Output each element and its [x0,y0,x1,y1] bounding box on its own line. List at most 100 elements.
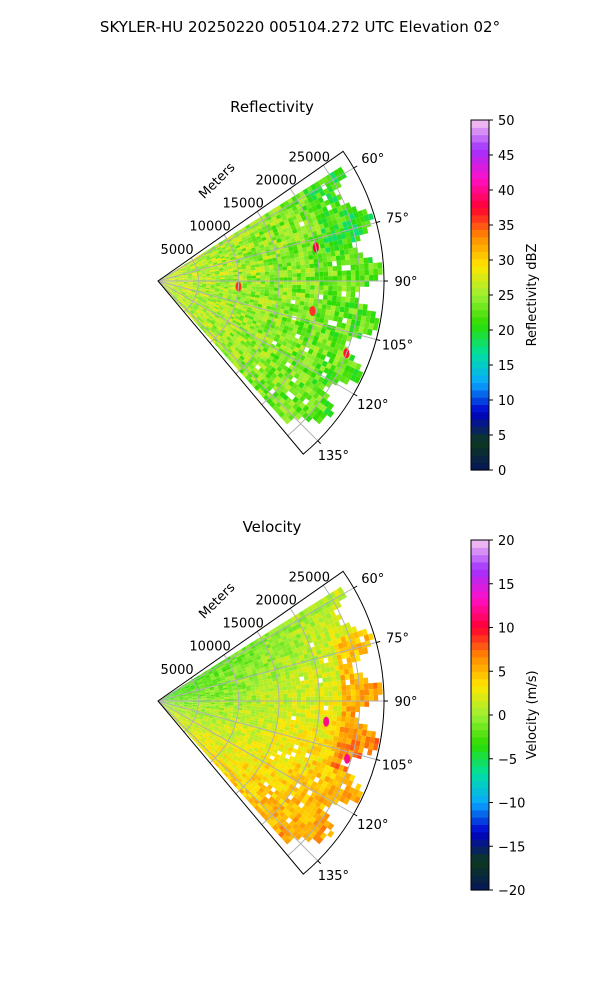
field-cell [179,281,184,283]
field-cell [339,375,346,383]
field-cell [333,589,341,597]
field-cell [223,726,229,730]
field-cell [216,679,222,683]
field-cell [186,710,192,713]
field-cell [183,275,188,277]
field-cell [245,262,251,267]
field-cell [201,276,207,279]
field-cell [314,687,320,693]
field-cell [201,278,207,280]
field-cell [253,372,260,379]
field-cell [187,272,192,275]
field-cell [247,659,253,664]
field-cell [296,712,301,717]
field-cell [260,281,266,284]
field-cell [249,762,255,768]
field-cell [222,670,228,674]
field-cell [222,658,228,663]
field-cell [340,636,347,643]
field-cell [258,661,264,666]
field-cell [343,797,350,805]
field-cell [205,676,211,680]
field-cell [307,196,314,204]
field-cell [237,726,243,731]
field-cell [260,272,265,276]
field-cell [223,710,229,713]
field-cell [250,667,256,672]
field-cell [296,284,302,289]
field-cell [245,293,251,297]
field-cell [287,701,293,705]
field-cell [344,622,352,630]
field-cell [245,682,251,687]
field-cell [205,270,211,273]
field-cell [274,795,281,802]
field-cell [298,785,305,792]
field-cell [351,626,358,633]
field-cell [262,802,270,809]
field-cell [205,311,211,316]
field-cell [236,741,242,747]
field-cell [294,724,300,729]
field-cell [288,380,295,387]
field-cell [301,696,306,701]
field-cell [177,269,182,272]
field-cell [342,334,348,341]
field-cell [170,697,175,699]
field-cell [214,287,220,290]
field-cell [225,722,230,726]
field-cell [336,349,343,357]
field-cell [310,705,315,710]
field-cell [166,289,171,293]
field-cell [304,684,310,689]
field-cell [313,718,319,724]
field-cell [244,300,250,305]
field-cell [303,301,309,307]
field-cell [224,315,230,320]
field-cell [350,218,357,226]
field-cell [273,294,278,298]
field-cell [294,753,301,760]
field-cell [226,355,232,361]
field-cell [291,205,298,212]
field-cell [340,322,347,329]
colorbar-segment [471,120,489,128]
field-cell [247,757,253,763]
field-cell [373,694,379,701]
field-cell [338,210,345,218]
field-cell [343,727,350,734]
field-cell [275,205,282,211]
field-cell [238,362,244,369]
field-cell [324,210,330,218]
field-cell [229,723,235,728]
field-cell [346,237,352,244]
field-cell [314,696,320,701]
field-cell [160,282,166,285]
field-cell [213,323,219,328]
field-cell [189,295,194,298]
field-cell [328,346,335,353]
field-cell [201,288,206,291]
field-cell [315,807,323,815]
field-cell [222,293,228,297]
field-cell [184,264,189,268]
field-cell [290,739,296,745]
field-cell [323,271,329,277]
field-cell [302,811,309,819]
field-cell [182,717,187,722]
field-cell [341,370,349,378]
field-cell [201,691,206,694]
field-cell [165,279,171,280]
field-cell [298,755,305,761]
field-cell [181,269,187,272]
field-cell [313,220,319,227]
colorbar-segment [471,809,489,818]
field-cell [219,271,225,275]
field-cell [186,270,192,273]
field-cell [271,723,277,728]
field-cell [241,268,247,272]
colorbar-tick-label: −5 [498,753,517,768]
field-cell [315,380,322,388]
field-cell [305,289,311,294]
field-cell [194,724,200,728]
